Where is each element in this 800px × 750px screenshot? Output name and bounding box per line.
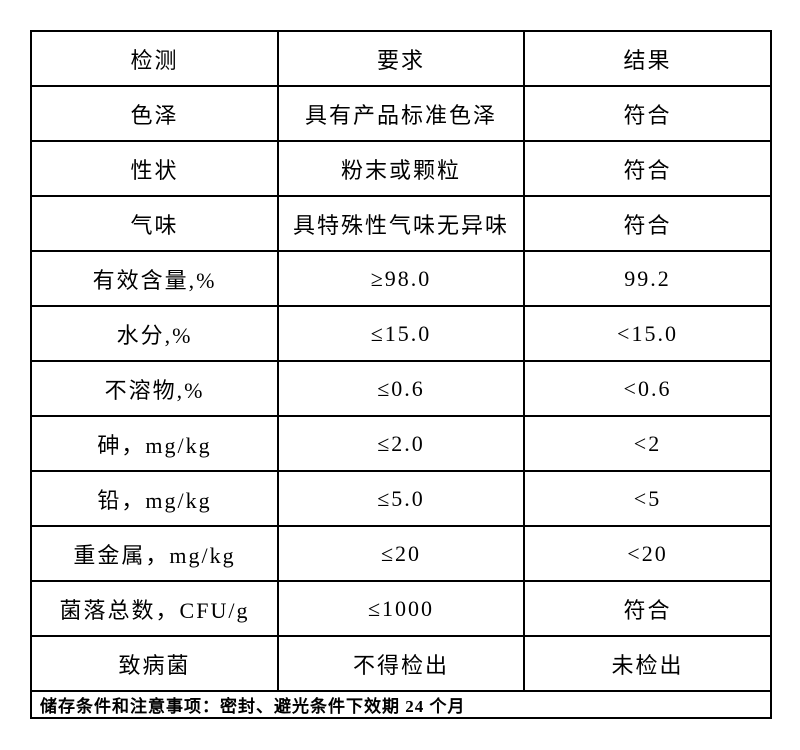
- requirement-cell: ≤15.0: [277, 305, 525, 362]
- test-item-cell: 重金属，mg/kg: [30, 525, 279, 582]
- result-cell: <0.6: [523, 360, 772, 417]
- table-row: 性状 粉末或颗粒 符合: [30, 140, 772, 197]
- result-cell: 符合: [523, 580, 772, 637]
- test-item-cell: 铅，mg/kg: [30, 470, 279, 527]
- table-row: 不溶物,% ≤0.6 <0.6: [30, 360, 772, 417]
- result-cell: <15.0: [523, 305, 772, 362]
- result-cell: 符合: [523, 195, 772, 252]
- requirement-cell: 具有产品标准色泽: [277, 85, 525, 142]
- requirement-cell: ≤2.0: [277, 415, 525, 472]
- header-row: 检测 要求 结果: [30, 30, 772, 87]
- result-cell: <2: [523, 415, 772, 472]
- table-row: 铅，mg/kg ≤5.0 <5: [30, 470, 772, 527]
- table-row: 砷，mg/kg ≤2.0 <2: [30, 415, 772, 472]
- result-cell: 未检出: [523, 635, 772, 692]
- footer-row: 储存条件和注意事项：密封、避光条件下效期 24 个月: [30, 690, 772, 719]
- table-row: 气味 具特殊性气味无异味 符合: [30, 195, 772, 252]
- result-cell: <20: [523, 525, 772, 582]
- table-row: 水分,% ≤15.0 <15.0: [30, 305, 772, 362]
- header-requirement: 要求: [277, 30, 525, 87]
- test-item-cell: 不溶物,%: [30, 360, 279, 417]
- requirement-cell: ≥98.0: [277, 250, 525, 307]
- table-row: 致病菌 不得检出 未检出: [30, 635, 772, 692]
- requirement-cell: ≤5.0: [277, 470, 525, 527]
- inspection-table: 检测 要求 结果 色泽 具有产品标准色泽 符合 性状 粉末或颗粒 符合 气味 具…: [30, 30, 772, 719]
- header-result: 结果: [523, 30, 772, 87]
- storage-note: 储存条件和注意事项：密封、避光条件下效期 24 个月: [30, 690, 772, 719]
- table-row: 色泽 具有产品标准色泽 符合: [30, 85, 772, 142]
- requirement-cell: 不得检出: [277, 635, 525, 692]
- test-item-cell: 有效含量,%: [30, 250, 279, 307]
- test-item-cell: 气味: [30, 195, 279, 252]
- test-item-cell: 致病菌: [30, 635, 279, 692]
- header-test: 检测: [30, 30, 279, 87]
- requirement-cell: ≤0.6: [277, 360, 525, 417]
- table-row: 菌落总数，CFU/g ≤1000 符合: [30, 580, 772, 637]
- requirement-cell: 粉末或颗粒: [277, 140, 525, 197]
- result-cell: <5: [523, 470, 772, 527]
- result-cell: 符合: [523, 85, 772, 142]
- table-row: 有效含量,% ≥98.0 99.2: [30, 250, 772, 307]
- test-item-cell: 色泽: [30, 85, 279, 142]
- test-item-cell: 菌落总数，CFU/g: [30, 580, 279, 637]
- requirement-cell: 具特殊性气味无异味: [277, 195, 525, 252]
- requirement-cell: ≤1000: [277, 580, 525, 637]
- test-item-cell: 砷，mg/kg: [30, 415, 279, 472]
- test-item-cell: 性状: [30, 140, 279, 197]
- table-row: 重金属，mg/kg ≤20 <20: [30, 525, 772, 582]
- requirement-cell: ≤20: [277, 525, 525, 582]
- result-cell: 99.2: [523, 250, 772, 307]
- result-cell: 符合: [523, 140, 772, 197]
- test-item-cell: 水分,%: [30, 305, 279, 362]
